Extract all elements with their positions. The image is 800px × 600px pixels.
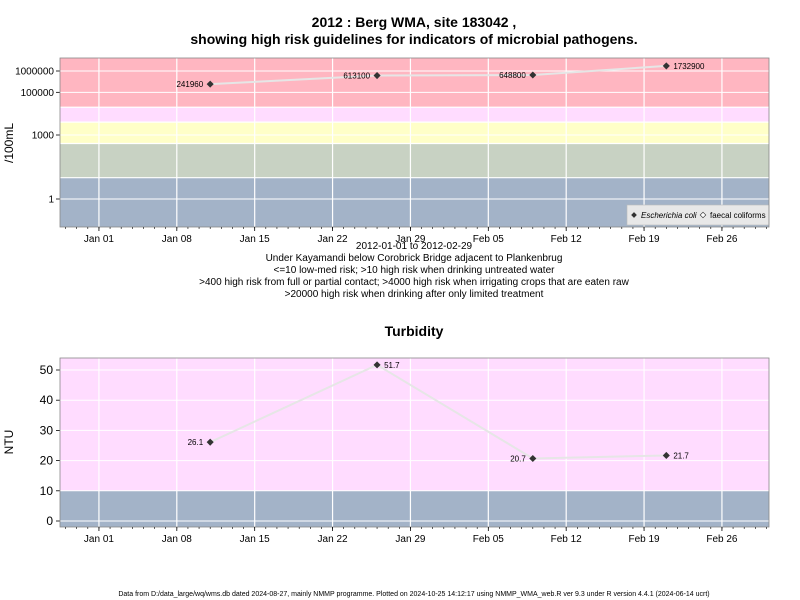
turbidity-data-label: 20.7 (510, 454, 526, 463)
x-axis-2-tick-label: Jan 29 (395, 534, 425, 545)
ecoli-data-label: 1732900 (673, 62, 705, 71)
x-axis-2-tick-label: Feb 19 (628, 534, 660, 545)
x-axis-1-tick-label: Feb 26 (706, 234, 738, 245)
legend-faecal-label: faecal coliforms (710, 211, 766, 220)
x-axis-2-tick-label: Feb 12 (551, 534, 583, 545)
footer-note: Data from D:/data_large/wq/wms.db dated … (118, 591, 709, 598)
ecoli-data-point (529, 71, 537, 79)
microbial-panel: 1000000 100000 1000 1/100mL 241960 613100 6488… (2, 57, 770, 245)
x-axis-1-tick-label: Jan 29 (395, 234, 425, 245)
turbidity-data-point (206, 438, 214, 446)
plot-border (59, 357, 770, 528)
y-tick-label: 1000000 (15, 67, 54, 78)
turbidity-data-point (662, 451, 670, 460)
legend: Escherichia coli faecal coliforms (626, 204, 770, 226)
band-high-risk-contact (60, 122, 769, 144)
ecoli-data-point (662, 62, 670, 70)
x-axis-1-tick-label: Jan 08 (162, 234, 192, 245)
x-axis-1-tick-label: Feb 12 (551, 234, 583, 245)
note-date-range: 2012-01-01 to 2012-02-29 (356, 241, 473, 252)
ecoli-data-label: 613100 (343, 72, 370, 81)
x-axis-2-tick-label: Jan 15 (240, 534, 270, 545)
band-high-risk-irrigation (60, 107, 769, 123)
legend-ecoli-marker (631, 212, 637, 218)
x-axis-1-tick-label: Feb 05 (473, 234, 505, 245)
x-axis-2-tick-label: Jan 01 (84, 534, 114, 545)
turbidity-series-line (209, 363, 667, 460)
legend-ecoli-label: Escherichia coli (641, 211, 697, 220)
ecoli-data-point (373, 71, 381, 80)
legend-faecal-marker (699, 211, 707, 219)
y-tick-label: 50 (40, 363, 54, 377)
turbidity-title: Turbidity (385, 323, 444, 339)
y-axis-label: NTU (2, 430, 16, 455)
turbidity-data-label: 51.7 (384, 361, 400, 370)
note-risk-treatment: >20000 high risk when drinking after onl… (285, 289, 544, 300)
y-tick-label: 10 (40, 484, 54, 498)
y-tick-label: 20 (40, 454, 54, 468)
note-risk-contact: >400 high risk from full or partial cont… (199, 277, 629, 288)
x-axis-1-tick-label: Feb 19 (628, 234, 660, 245)
band-low-turbidity (60, 490, 769, 527)
ecoli-data-label: 648800 (499, 71, 526, 80)
note-site-description: Under Kayamandi below Corobrick Bridge a… (266, 253, 563, 264)
y-tick-label: 0 (46, 514, 53, 528)
y-axis-label: /100mL (2, 123, 16, 163)
y-tick-label: 40 (40, 393, 54, 407)
plot-border (59, 57, 770, 228)
y-tick-label: 100000 (21, 88, 55, 99)
x-axis-1-tick-label: Jan 22 (318, 234, 348, 245)
x-axis-2-tick-label: Jan 22 (318, 534, 348, 545)
y-tick-label: 1000 (32, 131, 55, 142)
y-tick-label: 1 (48, 195, 54, 206)
turbidity-data-point (529, 454, 537, 463)
y-tick-label: 30 (40, 423, 54, 437)
turbidity-data-label: 21.7 (673, 451, 689, 460)
x-axis-2-tick-label: Jan 08 (162, 534, 192, 545)
turbidity-panel: 0 10 20 30 40 50 NTU 26.1 51.7 20.7 21.7 Jan 01 Jan … (2, 357, 770, 545)
chart-title-line-2: showing high risk guidelines for indicat… (190, 31, 637, 47)
ecoli-series-line (210, 64, 667, 86)
band-high-turbidity (60, 358, 769, 491)
chart-title-line-1: 2012 : Berg WMA, site 183042 , (312, 14, 517, 30)
x-axis-2-tick-label: Feb 05 (473, 534, 505, 545)
note-risk-drinking: <=10 low-med risk; >10 high risk when dr… (274, 265, 556, 276)
notes-block: 2012-01-01 to 2012-02-29 Under Kayamandi… (199, 241, 629, 300)
turbidity-data-label: 26.1 (188, 438, 204, 447)
x-axis-1-tick-label: Jan 15 (240, 234, 270, 245)
x-axis-1-tick-label: Jan 01 (84, 234, 114, 245)
turbidity-data-point (373, 361, 381, 369)
band-high-risk-drinking (60, 143, 769, 178)
ecoli-data-label: 241960 (176, 80, 203, 89)
x-axis-2-tick-label: Feb 26 (706, 534, 738, 545)
ecoli-data-point (206, 80, 214, 88)
